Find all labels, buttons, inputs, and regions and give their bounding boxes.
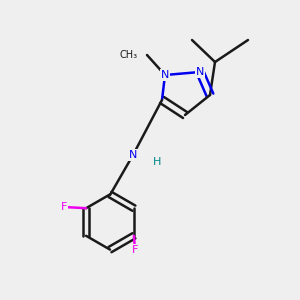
Text: F: F [61, 202, 67, 212]
Text: H: H [153, 157, 161, 167]
Text: F: F [132, 245, 138, 255]
Text: N: N [129, 150, 137, 160]
Text: CH₃: CH₃ [120, 50, 138, 60]
Text: N: N [161, 70, 169, 80]
Text: N: N [196, 67, 204, 77]
